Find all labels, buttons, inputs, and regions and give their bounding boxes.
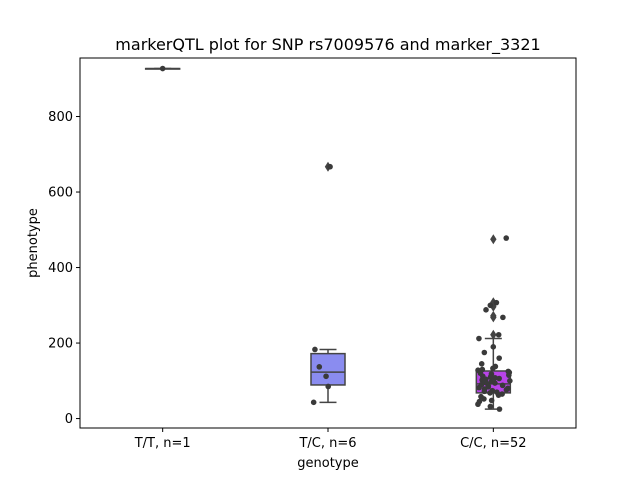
data-point [506, 372, 512, 378]
data-point [507, 378, 513, 384]
y-tick-label: 400 [48, 261, 73, 276]
data-point [483, 307, 489, 313]
data-point [487, 374, 494, 380]
data-point [310, 399, 317, 406]
data-point [323, 373, 329, 380]
data-point [496, 406, 503, 412]
data-point [487, 390, 493, 396]
data-point [500, 314, 506, 321]
data-point [496, 375, 502, 382]
x-tick-label: T/C, n=6 [298, 436, 356, 451]
data-point [478, 361, 485, 367]
data-point [475, 401, 481, 408]
x-axis: T/T, n=1 T/C, n=6 C/C, n=52 [134, 428, 527, 451]
x-tick-label: C/C, n=52 [460, 436, 526, 451]
x-tick-label: T/T, n=1 [134, 436, 191, 451]
data-point [481, 349, 488, 356]
y-tick-label: 200 [48, 337, 73, 352]
data-point [492, 374, 498, 381]
data-point [490, 365, 496, 372]
outlier-marker [490, 234, 497, 245]
data-point [487, 403, 494, 410]
data-point [495, 392, 502, 398]
y-tick-label: 0 [65, 412, 73, 427]
x-axis-title: genotype [297, 456, 358, 471]
data-point [159, 65, 166, 72]
outlier-marker [490, 310, 497, 321]
box-series [144, 67, 512, 410]
data-point [312, 346, 318, 353]
data-point [327, 163, 333, 170]
data-point [503, 235, 510, 241]
box [310, 352, 346, 386]
data-point [492, 380, 498, 386]
point-series [159, 65, 513, 412]
data-point [476, 335, 482, 342]
data-point [487, 302, 494, 309]
y-axis: 0 200 400 600 800 [48, 110, 80, 427]
data-point [476, 384, 482, 391]
y-tick-label: 600 [48, 186, 73, 201]
data-point [495, 331, 502, 338]
y-tick-label: 800 [48, 110, 73, 125]
data-point [503, 387, 510, 393]
data-point [490, 344, 497, 350]
chart-title: markerQTL plot for SNP rs7009576 and mar… [115, 35, 540, 55]
y-axis-title: phenotype [26, 208, 41, 278]
data-point [499, 382, 506, 389]
data-point [488, 397, 495, 404]
data-point [316, 364, 323, 370]
data-point [325, 383, 332, 390]
outlier-marker [490, 329, 497, 340]
data-point [496, 355, 502, 361]
data-point [481, 396, 487, 402]
data-point [481, 388, 488, 395]
data-point [493, 299, 500, 306]
